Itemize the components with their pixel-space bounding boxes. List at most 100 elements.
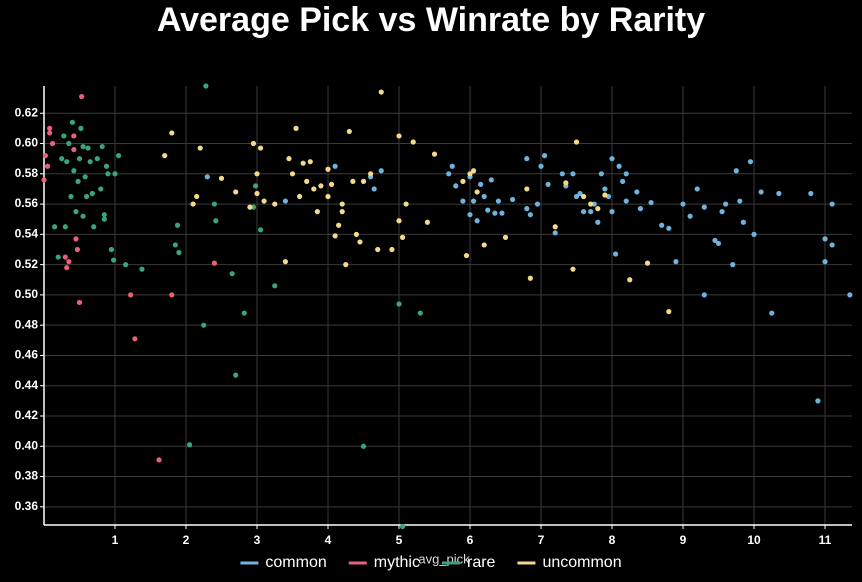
point	[474, 218, 480, 224]
x-tick-label: 2	[183, 533, 190, 547]
point	[108, 246, 115, 253]
point	[634, 189, 640, 195]
point	[55, 254, 61, 260]
point	[563, 180, 569, 186]
y-tick-label: 0.56	[15, 196, 39, 210]
point	[474, 189, 480, 195]
y-tick-label: 0.44	[15, 378, 39, 392]
point	[84, 193, 90, 200]
point	[375, 246, 381, 253]
point	[399, 523, 406, 530]
point	[701, 292, 707, 298]
point	[371, 186, 377, 192]
point	[545, 181, 551, 187]
point	[66, 259, 72, 265]
point	[76, 156, 83, 162]
point	[89, 190, 95, 197]
point	[85, 145, 91, 151]
point	[410, 139, 416, 145]
point	[272, 283, 278, 289]
point	[609, 209, 615, 215]
point	[733, 168, 739, 174]
point	[62, 254, 68, 260]
point	[396, 301, 402, 307]
point	[541, 153, 548, 159]
point	[101, 212, 107, 218]
point	[478, 181, 484, 187]
point	[595, 206, 601, 212]
point	[79, 93, 85, 100]
point	[328, 181, 335, 187]
point	[254, 190, 260, 197]
point	[250, 140, 257, 147]
point	[304, 178, 310, 184]
point	[360, 443, 367, 449]
legend-label: rare	[467, 554, 496, 571]
point	[602, 192, 608, 198]
point	[47, 125, 53, 131]
point	[132, 336, 138, 342]
point	[204, 174, 210, 180]
point	[76, 299, 83, 306]
point	[815, 398, 821, 404]
y-tick-label: 0.40	[15, 438, 39, 452]
point	[156, 457, 162, 463]
x-tick-label: 6	[467, 533, 474, 547]
point	[644, 260, 651, 266]
point	[332, 163, 338, 169]
point	[87, 159, 93, 165]
point	[186, 442, 193, 448]
x-tick-label: 8	[609, 533, 616, 547]
point	[460, 178, 466, 184]
point	[169, 130, 175, 136]
point	[723, 201, 729, 207]
legend: common mythic rare uncommon	[240, 554, 622, 571]
point	[252, 183, 259, 189]
point	[822, 236, 828, 242]
point	[595, 219, 601, 225]
point	[577, 190, 583, 197]
point	[98, 186, 104, 192]
point	[139, 266, 145, 272]
point	[272, 201, 278, 207]
point	[282, 259, 289, 265]
point	[666, 308, 672, 315]
point	[257, 145, 264, 151]
legend-label: mythic	[374, 554, 420, 571]
point	[715, 240, 722, 247]
y-tick-label: 0.50	[15, 287, 39, 301]
x-tick-label: 11	[819, 533, 832, 547]
point	[162, 153, 168, 159]
x-tick-label: 9	[680, 533, 687, 547]
point	[282, 198, 289, 204]
y-tick-label: 0.46	[15, 348, 39, 362]
point	[128, 292, 134, 298]
point	[80, 143, 86, 150]
point	[460, 198, 466, 204]
point	[637, 206, 644, 212]
point	[257, 227, 264, 233]
point	[417, 310, 423, 316]
y-tick-label: 0.38	[15, 469, 39, 483]
point	[346, 128, 352, 135]
point	[241, 310, 247, 316]
point	[620, 178, 626, 184]
point	[492, 210, 498, 216]
point	[357, 239, 363, 245]
point	[467, 212, 473, 218]
point	[197, 145, 203, 151]
point	[49, 140, 56, 147]
point	[570, 266, 576, 272]
point	[41, 177, 47, 183]
point	[581, 209, 587, 215]
point	[573, 139, 580, 145]
point	[470, 198, 477, 204]
point	[211, 201, 218, 207]
point	[61, 133, 67, 139]
point	[510, 196, 516, 203]
point	[396, 133, 402, 139]
point	[69, 119, 76, 125]
point	[581, 193, 587, 200]
x-tick-label: 4	[325, 533, 332, 547]
